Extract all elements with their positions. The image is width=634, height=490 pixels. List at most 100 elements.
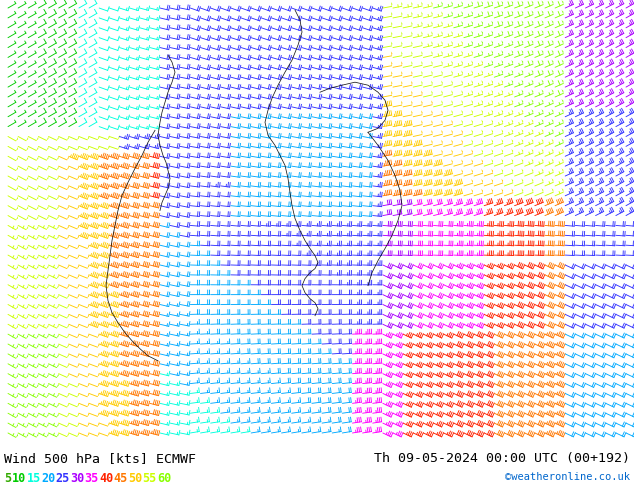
Polygon shape [562,20,564,24]
Polygon shape [441,31,443,35]
Polygon shape [541,148,543,153]
Polygon shape [46,364,48,368]
Polygon shape [562,79,564,83]
Polygon shape [77,422,79,427]
Polygon shape [531,178,533,183]
Polygon shape [501,99,503,104]
Polygon shape [16,157,18,161]
Polygon shape [56,166,58,170]
Polygon shape [36,255,38,259]
Polygon shape [521,70,523,74]
Polygon shape [46,206,48,210]
Polygon shape [56,255,58,259]
Polygon shape [36,384,38,388]
Polygon shape [562,99,564,103]
Polygon shape [16,364,18,368]
Polygon shape [421,12,423,16]
Polygon shape [562,178,564,182]
Polygon shape [431,31,432,36]
Polygon shape [541,139,543,143]
Polygon shape [67,334,68,338]
Polygon shape [471,100,473,104]
Polygon shape [16,245,18,249]
Polygon shape [87,254,89,258]
Polygon shape [491,129,493,134]
Polygon shape [451,11,453,16]
Polygon shape [491,90,493,94]
Polygon shape [431,130,432,134]
Polygon shape [67,343,68,348]
Polygon shape [77,146,79,150]
Text: 60: 60 [157,472,171,485]
Polygon shape [451,21,453,25]
Polygon shape [521,149,523,153]
Polygon shape [77,195,79,199]
Polygon shape [56,324,58,328]
Polygon shape [118,135,120,139]
Polygon shape [491,30,493,35]
Polygon shape [98,135,100,140]
Polygon shape [56,383,58,388]
Polygon shape [491,50,493,54]
Polygon shape [471,110,473,114]
Polygon shape [461,169,463,173]
Polygon shape [26,226,28,230]
Polygon shape [46,156,48,160]
Polygon shape [512,129,513,133]
Polygon shape [421,100,423,105]
Polygon shape [461,1,463,5]
Polygon shape [562,168,564,172]
Polygon shape [431,140,432,144]
Polygon shape [36,413,38,417]
Polygon shape [521,188,523,193]
Polygon shape [481,159,483,164]
Polygon shape [512,120,513,123]
Polygon shape [471,179,473,183]
Polygon shape [77,304,79,308]
Polygon shape [26,216,28,220]
Polygon shape [46,373,48,378]
Polygon shape [541,70,543,74]
Polygon shape [46,225,48,229]
Polygon shape [541,188,543,193]
Polygon shape [36,245,38,249]
Polygon shape [541,99,543,103]
Polygon shape [512,50,513,54]
Polygon shape [421,110,423,115]
Polygon shape [552,0,553,4]
Text: 5: 5 [4,472,11,485]
Polygon shape [77,205,79,209]
Polygon shape [421,1,423,6]
Polygon shape [501,1,503,5]
Polygon shape [512,189,513,193]
Polygon shape [521,30,523,34]
Polygon shape [562,30,564,34]
Polygon shape [531,129,533,133]
Polygon shape [46,235,48,239]
Polygon shape [77,323,79,328]
Polygon shape [501,30,503,35]
Polygon shape [67,324,68,328]
Polygon shape [471,140,473,144]
Polygon shape [552,188,553,192]
Polygon shape [401,61,403,66]
Polygon shape [67,225,68,229]
Polygon shape [471,80,473,84]
Polygon shape [77,314,79,318]
Text: 10: 10 [12,472,26,485]
Polygon shape [521,21,523,24]
Polygon shape [491,179,493,183]
Polygon shape [431,100,432,105]
Polygon shape [531,30,533,34]
Polygon shape [87,413,89,416]
Polygon shape [481,70,483,74]
Polygon shape [421,91,423,95]
Polygon shape [77,284,79,288]
Polygon shape [26,364,28,368]
Polygon shape [98,422,100,426]
Polygon shape [552,60,553,64]
Polygon shape [46,413,48,417]
Polygon shape [401,2,403,6]
Polygon shape [501,90,503,94]
Polygon shape [16,325,18,329]
